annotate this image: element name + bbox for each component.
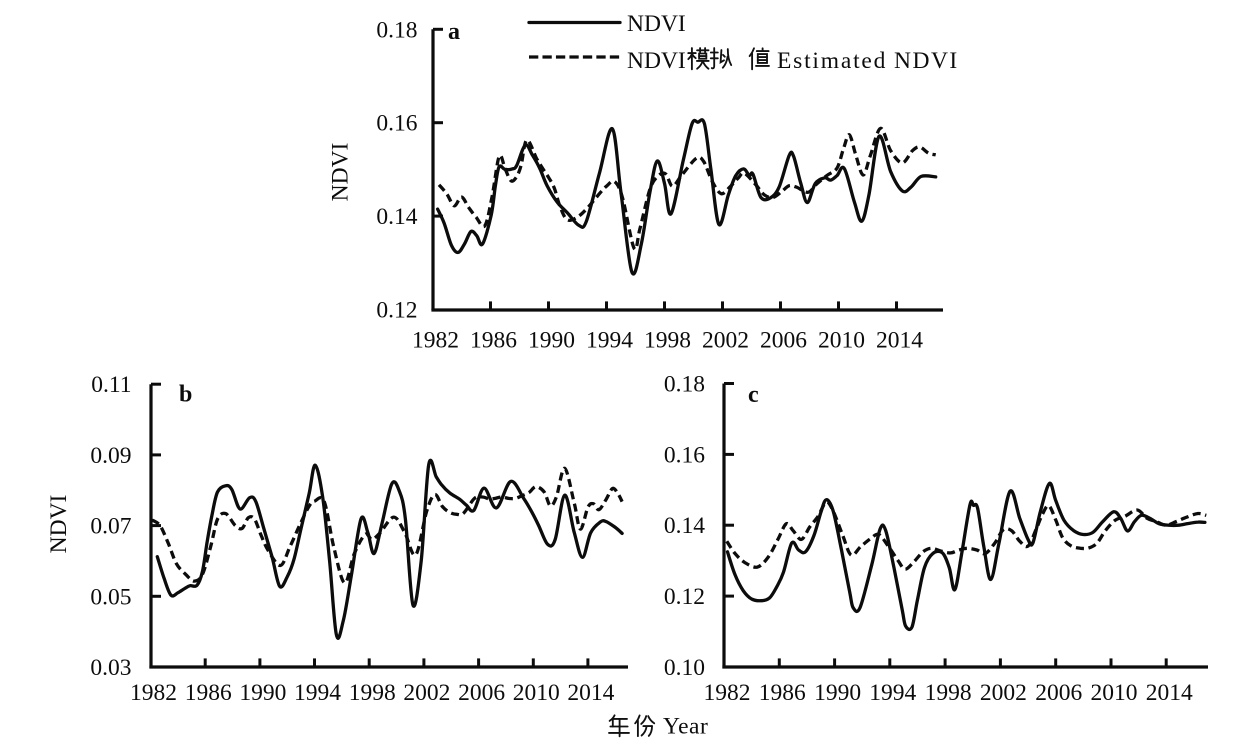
- svg-text:1982: 1982: [412, 328, 459, 354]
- svg-text:0.03: 0.03: [90, 655, 131, 681]
- svg-text:c: c: [748, 382, 759, 408]
- svg-text:0.12: 0.12: [664, 584, 705, 610]
- svg-text:1994: 1994: [869, 680, 916, 706]
- svg-text:2006: 2006: [760, 328, 807, 354]
- svg-text:1994: 1994: [294, 680, 341, 706]
- svg-text:1998: 1998: [644, 328, 691, 354]
- svg-text:0.14: 0.14: [376, 204, 417, 230]
- svg-text:0.18: 0.18: [664, 372, 705, 398]
- svg-text:1998: 1998: [925, 680, 972, 706]
- svg-text:2002: 2002: [702, 328, 749, 354]
- svg-text:1990: 1990: [528, 328, 575, 354]
- svg-text:0.10: 0.10: [664, 655, 705, 681]
- svg-text:0.11: 0.11: [91, 372, 131, 398]
- svg-text:0.16: 0.16: [376, 111, 417, 137]
- svg-text:NDVI: NDVI: [328, 143, 354, 202]
- svg-text:Year: Year: [663, 714, 708, 740]
- svg-text:1982: 1982: [704, 680, 751, 706]
- svg-text:2010: 2010: [818, 328, 865, 354]
- svg-text:0.07: 0.07: [90, 514, 131, 540]
- svg-text:2006: 2006: [458, 680, 505, 706]
- svg-text:0.14: 0.14: [664, 513, 705, 539]
- svg-text:2014: 2014: [1146, 680, 1193, 706]
- svg-text:2014: 2014: [876, 328, 923, 354]
- svg-text:1986: 1986: [470, 328, 517, 354]
- svg-text:0.12: 0.12: [376, 298, 417, 324]
- svg-text:0.18: 0.18: [376, 17, 417, 43]
- svg-text:2002: 2002: [980, 680, 1027, 706]
- svg-text:Estimated: Estimated: [777, 48, 887, 74]
- svg-text:b: b: [179, 382, 192, 408]
- svg-text:NDVI: NDVI: [46, 495, 72, 554]
- svg-text:1990: 1990: [239, 680, 286, 706]
- svg-text:1994: 1994: [586, 328, 633, 354]
- svg-text:1986: 1986: [759, 680, 806, 706]
- svg-text:NDVI: NDVI: [627, 48, 686, 74]
- svg-text:2006: 2006: [1035, 680, 1082, 706]
- svg-text:0.05: 0.05: [90, 584, 131, 610]
- svg-text:NDVI: NDVI: [894, 48, 959, 74]
- svg-text:a: a: [448, 19, 460, 45]
- svg-text:1998: 1998: [349, 680, 396, 706]
- svg-text:NDVI: NDVI: [627, 11, 686, 37]
- svg-text:1986: 1986: [185, 680, 232, 706]
- svg-text:2010: 2010: [1091, 680, 1138, 706]
- svg-text:2002: 2002: [403, 680, 450, 706]
- svg-text:1982: 1982: [130, 680, 177, 706]
- svg-text:0.16: 0.16: [664, 442, 705, 468]
- svg-text:0.09: 0.09: [90, 443, 131, 469]
- svg-text:1990: 1990: [814, 680, 861, 706]
- svg-text:2014: 2014: [567, 680, 614, 706]
- svg-text:2010: 2010: [513, 680, 560, 706]
